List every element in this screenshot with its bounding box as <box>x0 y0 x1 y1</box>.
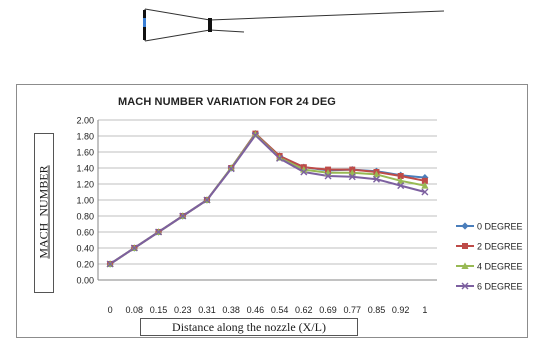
x-tick-label: 0.92 <box>392 305 410 315</box>
x-tick-label: 0 <box>108 305 113 315</box>
data-point <box>106 260 114 268</box>
series-line <box>109 132 426 265</box>
y-axis-label: MACH_NUMBER <box>36 165 51 259</box>
data-point <box>372 175 380 183</box>
y-tick-label: 1.80 <box>76 132 94 142</box>
y-tick-label: 1.60 <box>76 148 94 158</box>
chart-title: MACH NUMBER VARIATION FOR 24 DEG <box>118 96 336 108</box>
data-point <box>300 168 308 176</box>
x-tick-label: 0.15 <box>150 305 168 315</box>
data-point <box>397 177 405 184</box>
x-tick-label: 0.08 <box>126 305 144 315</box>
data-point <box>276 154 284 162</box>
x-tick-label: 0.54 <box>271 305 289 315</box>
data-point <box>372 170 381 178</box>
series-line <box>109 132 425 265</box>
y-axis-label-box <box>34 133 54 293</box>
data-point <box>251 131 259 139</box>
x-tick-label: 0.38 <box>222 305 240 315</box>
data-point <box>276 154 284 161</box>
data-point <box>421 174 429 182</box>
data-point <box>461 262 469 269</box>
data-point <box>421 177 428 184</box>
x-tick-label: 0.85 <box>368 305 386 315</box>
x-tick-label: 0.46 <box>247 305 265 315</box>
x-tick-label: 0.77 <box>343 305 361 315</box>
x-tick-label: 0.31 <box>198 305 216 315</box>
data-point <box>397 173 404 179</box>
data-point <box>251 130 259 138</box>
data-point <box>227 164 235 171</box>
x-tick-label: 0.23 <box>174 305 192 315</box>
data-point <box>130 244 138 252</box>
legend-label: 2 DEGREE <box>477 242 523 252</box>
data-point <box>155 228 163 236</box>
x-axis-label: Distance along the nozzle (X/L) <box>172 320 326 334</box>
data-point <box>397 182 405 190</box>
nozzle-geometry-icon <box>143 8 445 42</box>
data-point <box>324 172 332 180</box>
y-tick-label: 2.00 <box>76 116 94 126</box>
data-point <box>421 182 429 189</box>
data-point <box>227 165 235 173</box>
data-point <box>203 196 211 204</box>
data-point <box>462 243 468 249</box>
legend-label: 0 DEGREE <box>477 222 523 232</box>
data-point <box>348 173 356 181</box>
legend-label: 6 DEGREE <box>477 282 523 292</box>
legend-label: 4 DEGREE <box>477 262 523 272</box>
x-tick-label: 0.62 <box>295 305 313 315</box>
series-line <box>109 132 426 265</box>
data-point <box>421 188 429 196</box>
y-tick-label: 0.40 <box>76 244 94 254</box>
data-point <box>461 282 469 290</box>
y-tick-label: 1.40 <box>76 164 94 174</box>
y-tick-label: 0.60 <box>76 228 94 238</box>
data-point <box>179 212 187 220</box>
chart-frame <box>16 84 528 338</box>
y-tick-label: 0.20 <box>76 260 94 270</box>
y-tick-label: 1.20 <box>76 180 94 190</box>
x-tick-label: 0.69 <box>319 305 337 315</box>
data-point <box>461 222 469 230</box>
y-tick-label: 1.00 <box>76 196 94 206</box>
x-tick-label: 1 <box>422 305 427 315</box>
y-tick-label: 0.80 <box>76 212 94 222</box>
series-line <box>109 133 426 265</box>
y-tick-label: 0.00 <box>76 276 94 286</box>
x-axis-label-box: Distance along the nozzle (X/L) <box>140 318 358 336</box>
